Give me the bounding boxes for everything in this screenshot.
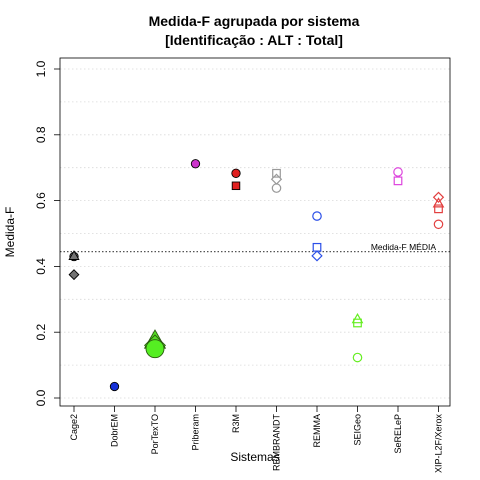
point-diamond xyxy=(68,269,80,281)
x-tick-label: Cage2 xyxy=(69,414,79,441)
point-diamond xyxy=(311,250,323,262)
x-tick-label: REMMA xyxy=(312,414,322,448)
y-tick-label: 1.0 xyxy=(34,60,48,77)
y-tick-label: 0.6 xyxy=(34,192,48,209)
x-axis: Cage2 DobrEM PorTexTO Priberam R3M REMBRANDT R… xyxy=(69,406,444,473)
x-tick-label: Priberam xyxy=(191,414,201,451)
data-points xyxy=(68,159,445,392)
point-square xyxy=(434,204,443,214)
point-circle xyxy=(231,168,241,178)
point-square xyxy=(353,318,362,328)
point-circle xyxy=(352,352,363,363)
x-tick-label: DobrEM xyxy=(110,414,120,447)
x-tick-label: SEIGeo xyxy=(353,414,363,446)
y-axis-label: Medida-F xyxy=(3,207,17,258)
x-axis-label: Sistemas xyxy=(230,450,279,464)
point-circle xyxy=(433,219,444,230)
point-circle xyxy=(312,211,322,221)
point-triangle xyxy=(432,197,445,208)
point-square xyxy=(272,168,281,178)
point-triangle xyxy=(351,313,364,324)
point-circle xyxy=(190,159,201,169)
x-tick-label: XIP-L2F/Xerox xyxy=(434,414,444,474)
x-tick-label: PorTexTO xyxy=(150,414,160,454)
y-tick-label: 0.0 xyxy=(34,389,48,406)
y-tick-label: 0.8 xyxy=(34,126,48,143)
point-circle xyxy=(109,381,120,392)
y-tick-label: 0.2 xyxy=(34,324,48,341)
gridlines xyxy=(60,68,450,399)
chart-subtitle: [Identificação : ALT : Total] xyxy=(165,32,343,48)
point-circle xyxy=(145,339,165,359)
y-tick-label: 0.4 xyxy=(34,258,48,275)
point-triangle xyxy=(68,250,80,260)
point-diamond xyxy=(432,191,445,203)
x-tick-label: SeRELeP xyxy=(393,414,403,454)
point-square xyxy=(231,181,241,191)
reference-line-group: Medida-F MÉDIA xyxy=(60,242,450,253)
point-square xyxy=(393,176,403,186)
point-circle xyxy=(271,183,282,193)
chart-title: Medida-F agrupada por sistema xyxy=(149,13,360,29)
reference-line-label: Medida-F MÉDIA xyxy=(371,242,437,252)
plot-frame xyxy=(59,57,451,407)
point-circle xyxy=(393,167,403,177)
y-axis: 0.0 0.2 0.4 0.6 0.8 1.0 xyxy=(34,60,60,406)
x-tick-label: R3M xyxy=(231,414,241,433)
x-tick-label: REMBRANDT xyxy=(272,414,282,472)
